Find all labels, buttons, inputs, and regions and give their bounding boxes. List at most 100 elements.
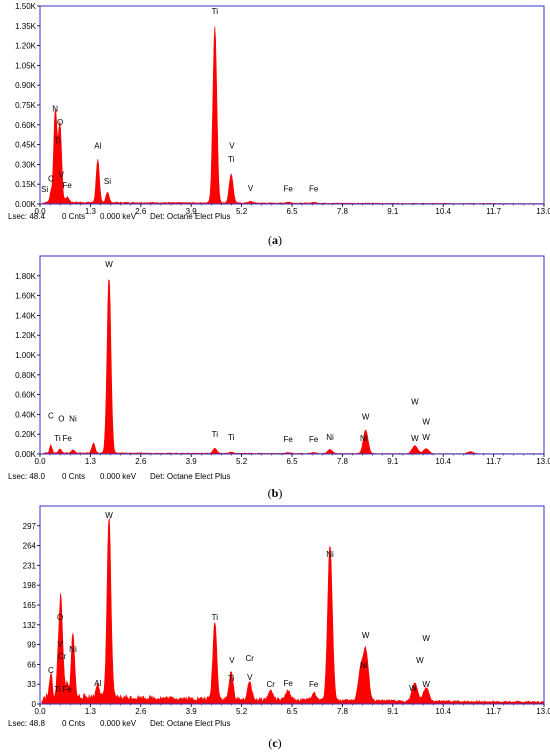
element-label: Si bbox=[41, 185, 48, 194]
lsec-readout: Lsec: 48.8 bbox=[8, 719, 45, 728]
element-label: V bbox=[59, 171, 65, 180]
y-tick-label: 1.00K bbox=[15, 351, 37, 360]
x-tick-label: 11.7 bbox=[486, 457, 502, 466]
x-tick-label: 9.1 bbox=[387, 707, 399, 716]
element-label: W bbox=[362, 631, 370, 640]
element-label: W bbox=[362, 412, 370, 421]
spectrum-area bbox=[41, 518, 545, 705]
detector-readout: Det: Octane Elect Plus bbox=[150, 472, 231, 481]
element-label: C bbox=[48, 666, 54, 675]
caption-letter: a bbox=[272, 233, 278, 247]
element-label: Cr bbox=[266, 680, 275, 689]
element-label: V bbox=[57, 640, 63, 649]
counts-readout: 0 Cnts bbox=[62, 719, 86, 728]
spectrum-area bbox=[41, 26, 545, 205]
x-tick-label: 7.8 bbox=[337, 207, 349, 216]
y-tick-label: 0.00K bbox=[15, 450, 37, 459]
element-label: Si bbox=[104, 177, 111, 186]
y-tick-label: 297 bbox=[23, 522, 37, 531]
x-tick-label: 0.0 bbox=[34, 457, 46, 466]
element-label: Al bbox=[94, 679, 101, 688]
x-tick-label: 0.0 bbox=[34, 207, 46, 216]
lsec-readout: Lsec: 48.4 bbox=[8, 212, 45, 221]
element-label: C bbox=[48, 411, 54, 420]
x-tick-label: 6.5 bbox=[286, 207, 298, 216]
y-tick-label: 1.05K bbox=[15, 61, 37, 70]
caption-letter: b bbox=[271, 486, 279, 500]
element-label: W bbox=[409, 684, 417, 693]
plot-frame bbox=[39, 255, 545, 455]
element-label: O bbox=[58, 414, 64, 423]
element-label: W bbox=[416, 656, 424, 665]
x-tick-label: 1.3 bbox=[85, 457, 97, 466]
x-tick-label: 1.3 bbox=[85, 207, 97, 216]
x-tick-label: 3.9 bbox=[186, 207, 198, 216]
element-label: W bbox=[411, 398, 419, 407]
element-label: W bbox=[411, 434, 419, 443]
element-label: Ti bbox=[212, 430, 219, 439]
y-tick-label: 33 bbox=[27, 680, 36, 689]
element-label: Ti bbox=[54, 434, 61, 443]
x-tick-label: 13.0 bbox=[536, 207, 550, 216]
y-tick-label: 0.30K bbox=[15, 160, 37, 169]
y-tick-label: 0.80K bbox=[15, 371, 37, 380]
plot-frame bbox=[39, 5, 545, 205]
caption-a: (a) bbox=[268, 233, 282, 247]
y-tick-label: 264 bbox=[23, 542, 37, 551]
kev-readout: 0.000 keV bbox=[100, 472, 137, 481]
y-tick-label: 132 bbox=[23, 621, 37, 630]
element-label: Fe bbox=[309, 435, 319, 444]
x-tick-label: 5.2 bbox=[236, 707, 248, 716]
x-tick-label: 2.6 bbox=[135, 457, 147, 466]
caption-b: (b) bbox=[267, 486, 283, 500]
x-tick-label: 5.2 bbox=[236, 207, 248, 216]
element-label: Al bbox=[94, 142, 101, 151]
element-label: Ti bbox=[228, 433, 235, 442]
element-label: W bbox=[422, 634, 430, 643]
y-tick-label: 0.60K bbox=[15, 391, 37, 400]
x-tick-label: 11.7 bbox=[486, 707, 502, 716]
x-tick-label: 3.9 bbox=[186, 457, 198, 466]
element-label: Ti bbox=[228, 155, 235, 164]
element-label: W bbox=[422, 680, 430, 689]
y-tick-label: 0.75K bbox=[15, 101, 37, 110]
kev-readout: 0.000 keV bbox=[100, 719, 137, 728]
y-tick-label: 99 bbox=[27, 641, 36, 650]
x-tick-label: 7.8 bbox=[337, 707, 349, 716]
spectrum-panel-c: 0.0 1.3 2.6 3.9 5.2 6.5 7.8 9.1 10.4 11.7 13.0 0 33 6… bbox=[0, 500, 550, 755]
y-tick-label: 0.45K bbox=[15, 141, 37, 150]
element-label: N bbox=[52, 105, 58, 114]
y-tick-label: 1.20K bbox=[15, 42, 37, 51]
x-tick-label: 13.0 bbox=[536, 707, 550, 716]
x-tick-label: 5.2 bbox=[236, 457, 248, 466]
y-tick-label: 0.20K bbox=[15, 430, 37, 439]
x-tick-label: 10.4 bbox=[435, 207, 451, 216]
y-tick-label: 0.40K bbox=[15, 410, 37, 419]
element-label: V bbox=[229, 142, 235, 151]
spectrum-chart-c: 0.0 1.3 2.6 3.9 5.2 6.5 7.8 9.1 10.4 11.7 13.0 0 33 6… bbox=[23, 505, 550, 716]
element-label: Ni bbox=[326, 433, 334, 442]
element-label: Fe bbox=[309, 680, 319, 689]
y-tick-label: 165 bbox=[23, 601, 37, 610]
element-label: Ni bbox=[326, 550, 334, 559]
y-tick-label: 1.60K bbox=[15, 292, 37, 301]
element-label: W bbox=[105, 260, 113, 269]
element-label: Fe bbox=[283, 435, 293, 444]
element-label: Ti bbox=[212, 613, 219, 622]
x-tick-label: 11.7 bbox=[486, 207, 502, 216]
x-tick-label: 0.0 bbox=[34, 707, 46, 716]
spectrum-chart-a: 0.0 1.3 2.6 3.9 5.2 6.5 7.8 9.1 10.4 11.7 13.0 0.00… bbox=[15, 2, 550, 216]
x-tick-label: 3.9 bbox=[186, 707, 198, 716]
x-tick-label: 9.1 bbox=[387, 207, 399, 216]
element-label: Ni bbox=[360, 661, 368, 670]
counts-readout: 0 Cnts bbox=[62, 212, 86, 221]
y-tick-label: 1.50K bbox=[15, 2, 37, 11]
counts-readout: 0 Cnts bbox=[62, 472, 86, 481]
element-label: Ni bbox=[360, 434, 368, 443]
element-label: Cr bbox=[58, 652, 67, 661]
x-tick-label: 6.5 bbox=[286, 457, 298, 466]
y-tick-label: 66 bbox=[27, 660, 36, 669]
y-tick-label: 1.80K bbox=[15, 272, 37, 281]
detector-readout: Det: Octane Elect Plus bbox=[150, 719, 231, 728]
spectrum-panel-a: 0.0 1.3 2.6 3.9 5.2 6.5 7.8 9.1 10.4 11.7 13.0 0.00… bbox=[0, 0, 550, 250]
